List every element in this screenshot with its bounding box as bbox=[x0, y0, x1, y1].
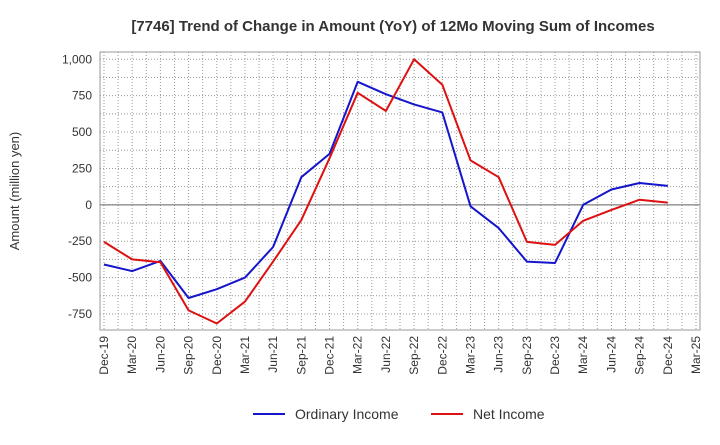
legend-label: Ordinary Income bbox=[295, 406, 399, 422]
y-tick-label: 0 bbox=[85, 198, 92, 212]
x-tick-label: Sep-20 bbox=[182, 336, 196, 375]
y-tick-label: 500 bbox=[72, 125, 92, 139]
x-tick-labels: Dec-19 Mar-20 Jun-20 Sep-20 Dec-20 Mar-21 Jun-… bbox=[97, 336, 703, 375]
x-tick-label: Dec-23 bbox=[548, 336, 562, 375]
x-tick-label: Dec-20 bbox=[210, 336, 224, 375]
x-tick-label: Jun-21 bbox=[266, 336, 280, 373]
grid bbox=[100, 52, 700, 330]
x-tick-label: Dec-22 bbox=[435, 336, 449, 375]
y-tick-labels: -750 -500 -250 0 250 500 750 1,000 bbox=[62, 52, 92, 321]
x-tick-label: Mar-20 bbox=[125, 336, 139, 374]
series-lines bbox=[103, 58, 668, 325]
x-tick-label: Jun-20 bbox=[153, 336, 167, 373]
legend-label: Net Income bbox=[473, 406, 545, 422]
y-tick-label: -250 bbox=[68, 234, 92, 248]
x-tick-label: Mar-21 bbox=[238, 336, 252, 374]
y-axis-label: Amount (million yen) bbox=[7, 132, 22, 251]
y-tick-label: 750 bbox=[72, 89, 92, 103]
x-tick-label: Dec-21 bbox=[323, 336, 337, 375]
x-tick-label: Jun-23 bbox=[492, 336, 506, 373]
x-tick-label: Sep-21 bbox=[294, 336, 308, 375]
chart-title: [7746] Trend of Change in Amount (YoY) o… bbox=[131, 18, 654, 35]
x-tick-label: Sep-22 bbox=[407, 336, 421, 375]
x-tick-label: Sep-23 bbox=[520, 336, 534, 375]
x-tick-label: Sep-24 bbox=[633, 336, 647, 375]
y-tick-label: -500 bbox=[68, 271, 92, 285]
legend: Ordinary Income Net Income bbox=[253, 406, 545, 422]
x-tick-label: Dec-24 bbox=[661, 336, 675, 375]
x-tick-label: Mar-23 bbox=[463, 336, 477, 374]
y-tick-label: 1,000 bbox=[62, 52, 92, 66]
x-tick-label: Dec-19 bbox=[97, 336, 111, 375]
x-tick-label: Mar-24 bbox=[576, 336, 590, 374]
x-tick-label: Jun-24 bbox=[604, 336, 618, 373]
y-tick-label: -750 bbox=[68, 307, 92, 321]
x-tick-label: Mar-22 bbox=[351, 336, 365, 374]
y-tick-label: 250 bbox=[72, 161, 92, 175]
series-line-net-income bbox=[103, 58, 668, 325]
x-tick-label: Mar-25 bbox=[689, 336, 703, 374]
x-tick-label: Jun-22 bbox=[379, 336, 393, 373]
series-line-ordinary-income bbox=[103, 80, 668, 299]
plot-frame bbox=[99, 51, 701, 331]
